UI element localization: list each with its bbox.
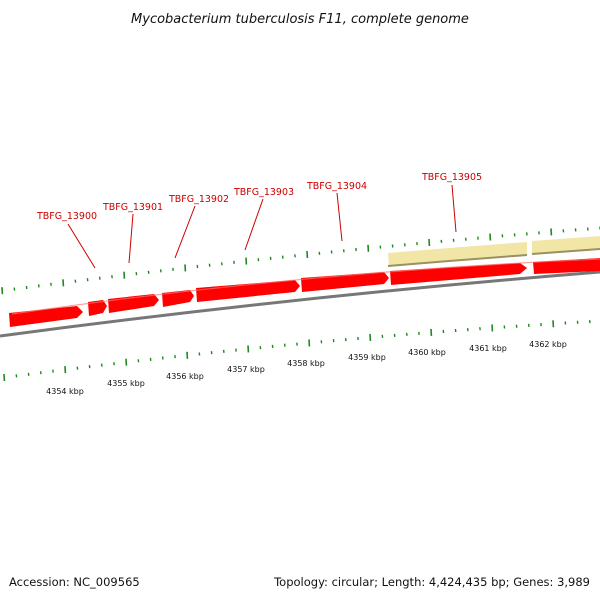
gene-label: TBFG_13901 [102, 202, 163, 213]
position-label: 4355 kbp [107, 379, 145, 388]
gene-arrow-TBFG_13907 [533, 258, 600, 274]
gene-track [9, 258, 600, 327]
highlight-baseline-2 [531, 248, 600, 255]
highlight-feature-1 [388, 242, 527, 266]
outer-tick-marks [1, 226, 600, 295]
position-label: 4359 kbp [348, 353, 386, 362]
position-label: 4362 kbp [529, 340, 567, 349]
gene-highlight-shine [11, 258, 600, 315]
position-label: 4357 kbp [227, 365, 265, 374]
position-label: 4354 kbp [46, 387, 84, 396]
leader-line [128, 213, 134, 264]
gene-label: TBFG_13905 [421, 172, 482, 183]
leader-line [174, 205, 196, 259]
gene-label: TBFG_13900 [36, 211, 97, 222]
highlight-track [387, 236, 600, 267]
gene-label-leaders [67, 184, 457, 269]
gene-label: TBFG_13904 [306, 181, 367, 192]
gene-arrow-TBFG_13904 [196, 280, 300, 302]
gene-arrow-TBFG_13903 [162, 290, 194, 307]
position-labels: 4354 kbp 4355 kbp 4356 kbp 4357 kbp 4358… [46, 340, 567, 396]
highlight-baseline [387, 254, 528, 267]
gene-arrow-TBFG_13902 [108, 294, 159, 313]
leader-line [336, 192, 343, 242]
position-label: 4361 kbp [469, 344, 507, 353]
inner-tick-marks [3, 320, 591, 382]
gene-labels: TBFG_13900 TBFG_13901 TBFG_13902 TBFG_13… [36, 172, 482, 222]
gene-arrow-TBFG_13901 [88, 300, 107, 316]
leader-line [244, 198, 264, 251]
gene-label: TBFG_13902 [168, 194, 229, 205]
position-label: 4360 kbp [408, 348, 446, 357]
gene-arrow-TBFG_13906 [390, 263, 527, 285]
accession-text: Accession: NC_009565 [9, 575, 140, 589]
leader-line [451, 184, 457, 233]
position-label: 4358 kbp [287, 359, 325, 368]
genome-backbone [0, 270, 600, 338]
map-title: Mycobacterium tuberculosis F11, complete… [131, 12, 469, 27]
gene-label: TBFG_13903 [233, 187, 294, 198]
leader-line [67, 223, 96, 269]
genome-summary-text: Topology: circular; Length: 4,424,435 bp… [273, 575, 590, 589]
position-label: 4356 kbp [166, 372, 204, 381]
